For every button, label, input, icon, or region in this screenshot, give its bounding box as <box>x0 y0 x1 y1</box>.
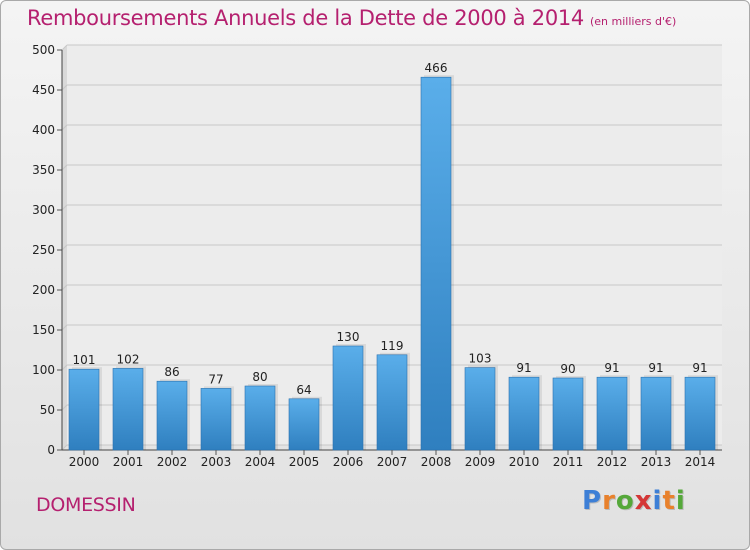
bar-value-label: 101 <box>73 353 96 367</box>
bar-value-label: 91 <box>692 361 707 375</box>
grid-line-depth <box>61 124 68 131</box>
grid-line-depth <box>61 284 68 291</box>
chart-unit: (en milliers d'€) <box>590 15 677 28</box>
bar <box>244 385 276 451</box>
x-tick-label: 2010 <box>509 455 540 469</box>
y-tick-label: 250 <box>32 243 55 257</box>
grid-line-depth <box>61 404 68 411</box>
bar <box>332 345 364 451</box>
x-tick-label: 2005 <box>289 455 320 469</box>
x-tick-label: 2004 <box>245 455 276 469</box>
bar <box>156 380 188 451</box>
grid-line-depth <box>61 324 68 331</box>
x-tick-label: 2001 <box>113 455 144 469</box>
y-tick-label: 400 <box>32 123 55 137</box>
bar-value-label: 119 <box>381 339 404 353</box>
bar-value-label: 466 <box>425 61 448 75</box>
bar <box>508 376 540 451</box>
bar <box>684 376 716 451</box>
x-tick-label: 2009 <box>465 455 496 469</box>
grid-line-depth <box>61 244 68 251</box>
bar-value-label: 90 <box>560 362 575 376</box>
bar <box>596 376 628 451</box>
bar-value-label: 80 <box>252 370 267 384</box>
bar <box>464 367 496 451</box>
y-tick-label: 500 <box>32 43 55 57</box>
x-tick-label: 2000 <box>69 455 100 469</box>
y-tick-label: 450 <box>32 83 55 97</box>
bar <box>640 376 672 451</box>
grid-line-depth <box>61 44 68 51</box>
y-tick-label: 50 <box>40 403 55 417</box>
grid-line-depth <box>61 204 68 211</box>
bar-value-label: 86 <box>164 365 179 379</box>
bar-value-label: 91 <box>604 361 619 375</box>
bar <box>552 377 584 451</box>
logo-letter: o <box>615 486 635 516</box>
x-tick-label: 2002 <box>157 455 188 469</box>
bar-value-label: 130 <box>337 330 360 344</box>
y-tick-label: 200 <box>32 283 55 297</box>
bar-value-label: 102 <box>117 352 140 366</box>
x-tick-label: 2003 <box>201 455 232 469</box>
bar-value-label: 77 <box>208 372 223 386</box>
x-tick-label: 2013 <box>641 455 672 469</box>
bar-value-label: 91 <box>648 361 663 375</box>
proxiti-logo: Proxiti <box>582 486 686 516</box>
logo-letter: i <box>652 486 663 516</box>
grid-line-depth <box>61 364 68 371</box>
y-tick-label: 300 <box>32 203 55 217</box>
bar-value-label: 103 <box>469 352 492 366</box>
grid-line-depth <box>61 444 68 451</box>
x-tick-label: 2011 <box>553 455 584 469</box>
grid-line-depth <box>61 84 68 91</box>
x-tick-label: 2014 <box>685 455 716 469</box>
logo-letter: P <box>582 486 603 516</box>
bar <box>200 388 232 451</box>
y-tick-label: 150 <box>32 323 55 337</box>
bar <box>288 398 320 451</box>
x-tick-label: 2006 <box>333 455 364 469</box>
logo-letter: i <box>675 486 686 516</box>
chart-title: Remboursements Annuels de la Dette de 20… <box>27 6 676 30</box>
logo-letter: t <box>662 486 676 516</box>
bar <box>112 368 144 451</box>
commune-name: DOMESSIN <box>36 494 136 516</box>
logo-letter: x <box>634 486 653 516</box>
y-tick-label: 100 <box>32 363 55 377</box>
y-tick-label: 350 <box>32 163 55 177</box>
bar <box>68 368 100 451</box>
x-tick-label: 2008 <box>421 455 452 469</box>
grid-line-depth <box>61 164 68 171</box>
chart-title-text: Remboursements Annuels de la Dette de 20… <box>27 6 584 30</box>
logo-letter: r <box>602 486 616 516</box>
x-tick-label: 2012 <box>597 455 628 469</box>
bar-value-label: 64 <box>296 383 311 397</box>
y-tick-label: 0 <box>47 443 55 457</box>
x-tick-label: 2007 <box>377 455 408 469</box>
bar <box>420 76 452 451</box>
bar <box>376 354 408 451</box>
bar-value-label: 91 <box>516 361 531 375</box>
